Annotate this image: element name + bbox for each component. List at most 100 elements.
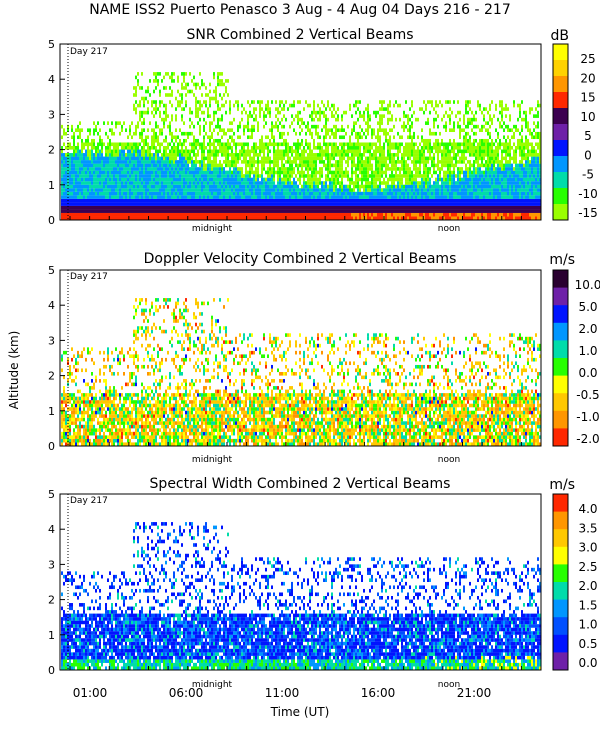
data-cell xyxy=(119,212,121,217)
data-cell xyxy=(79,216,81,220)
data-cell xyxy=(397,146,399,150)
data-cell xyxy=(313,202,315,206)
data-cell xyxy=(287,160,289,164)
data-cell xyxy=(181,160,183,164)
data-cell xyxy=(91,153,93,157)
data-cell xyxy=(219,107,221,111)
data-cell xyxy=(459,146,461,150)
data-cell xyxy=(293,142,295,147)
data-cell xyxy=(365,163,367,168)
data-cell xyxy=(459,174,461,178)
data-cell xyxy=(391,170,393,175)
data-cell xyxy=(319,209,321,213)
data-cell xyxy=(91,184,93,189)
data-cell xyxy=(433,170,435,175)
data-cell xyxy=(341,142,343,147)
data-cell xyxy=(335,117,337,122)
data-cell xyxy=(355,177,357,182)
data-cell xyxy=(351,216,353,220)
data-cell xyxy=(299,181,301,185)
data-cell xyxy=(155,86,157,90)
data-cell xyxy=(105,156,107,161)
data-cell xyxy=(311,191,313,196)
data-cell xyxy=(329,209,331,213)
data-cell xyxy=(359,110,361,115)
data-cell xyxy=(325,131,327,136)
data-cell xyxy=(81,181,83,185)
data-cell xyxy=(163,184,165,189)
data-cell xyxy=(191,205,193,210)
data-cell xyxy=(219,216,221,220)
data-cell xyxy=(329,153,331,157)
data-cell xyxy=(153,131,155,136)
data-cell xyxy=(91,209,93,213)
data-cell xyxy=(73,177,75,182)
data-cell xyxy=(93,216,95,220)
data-cell xyxy=(377,121,379,125)
data-cell xyxy=(413,131,415,136)
data-cell xyxy=(275,202,277,206)
data-cell xyxy=(143,100,145,104)
data-cell xyxy=(243,128,245,132)
data-cell xyxy=(249,167,251,171)
data-cell xyxy=(209,177,211,182)
data-cell xyxy=(143,138,145,143)
data-cell xyxy=(351,167,353,171)
data-cell xyxy=(247,117,249,122)
data-cell xyxy=(169,131,171,136)
data-cell xyxy=(81,216,83,220)
data-cell xyxy=(269,167,271,171)
data-cell xyxy=(199,124,201,129)
data-cell xyxy=(121,188,123,192)
data-cell xyxy=(335,202,337,206)
data-cell xyxy=(335,198,337,203)
data-cell xyxy=(217,103,219,108)
data-cell xyxy=(145,96,147,101)
data-cell xyxy=(445,128,447,132)
data-cell xyxy=(283,184,285,189)
data-cell xyxy=(257,216,259,220)
data-cell xyxy=(273,167,275,171)
data-cell xyxy=(387,209,389,213)
data-cell xyxy=(141,72,143,76)
data-cell xyxy=(207,205,209,210)
data-cell xyxy=(181,209,183,213)
data-cell xyxy=(115,170,117,175)
data-cell xyxy=(211,177,213,182)
data-cell xyxy=(301,202,303,206)
data-cell xyxy=(259,138,261,143)
data-cell xyxy=(349,103,351,108)
data-cell xyxy=(79,212,81,217)
data-cell xyxy=(335,135,337,140)
data-cell xyxy=(257,124,259,129)
data-cell xyxy=(159,188,161,192)
data-cell xyxy=(63,198,65,203)
data-cell xyxy=(71,170,73,175)
data-cell xyxy=(323,209,325,213)
data-cell xyxy=(309,177,311,182)
data-cell xyxy=(85,153,87,157)
data-cell xyxy=(153,138,155,143)
data-cell xyxy=(421,128,423,132)
data-cell xyxy=(321,212,323,217)
data-cell xyxy=(389,191,391,196)
data-cell xyxy=(153,177,155,182)
data-cell xyxy=(133,142,135,147)
data-cell xyxy=(325,117,327,122)
data-cell xyxy=(135,107,137,111)
data-cell xyxy=(459,160,461,164)
data-cell xyxy=(213,156,215,161)
data-cell xyxy=(177,212,179,217)
data-cell xyxy=(333,103,335,108)
data-cell xyxy=(203,149,205,154)
data-cell xyxy=(123,205,125,210)
data-cell xyxy=(213,205,215,210)
data-cell xyxy=(121,167,123,171)
data-cell xyxy=(213,110,215,115)
data-cell xyxy=(145,202,147,206)
data-cell xyxy=(103,195,105,199)
data-cell xyxy=(61,202,63,206)
data-cell xyxy=(121,149,123,154)
data-cell xyxy=(223,131,225,136)
data-cell xyxy=(385,195,387,199)
